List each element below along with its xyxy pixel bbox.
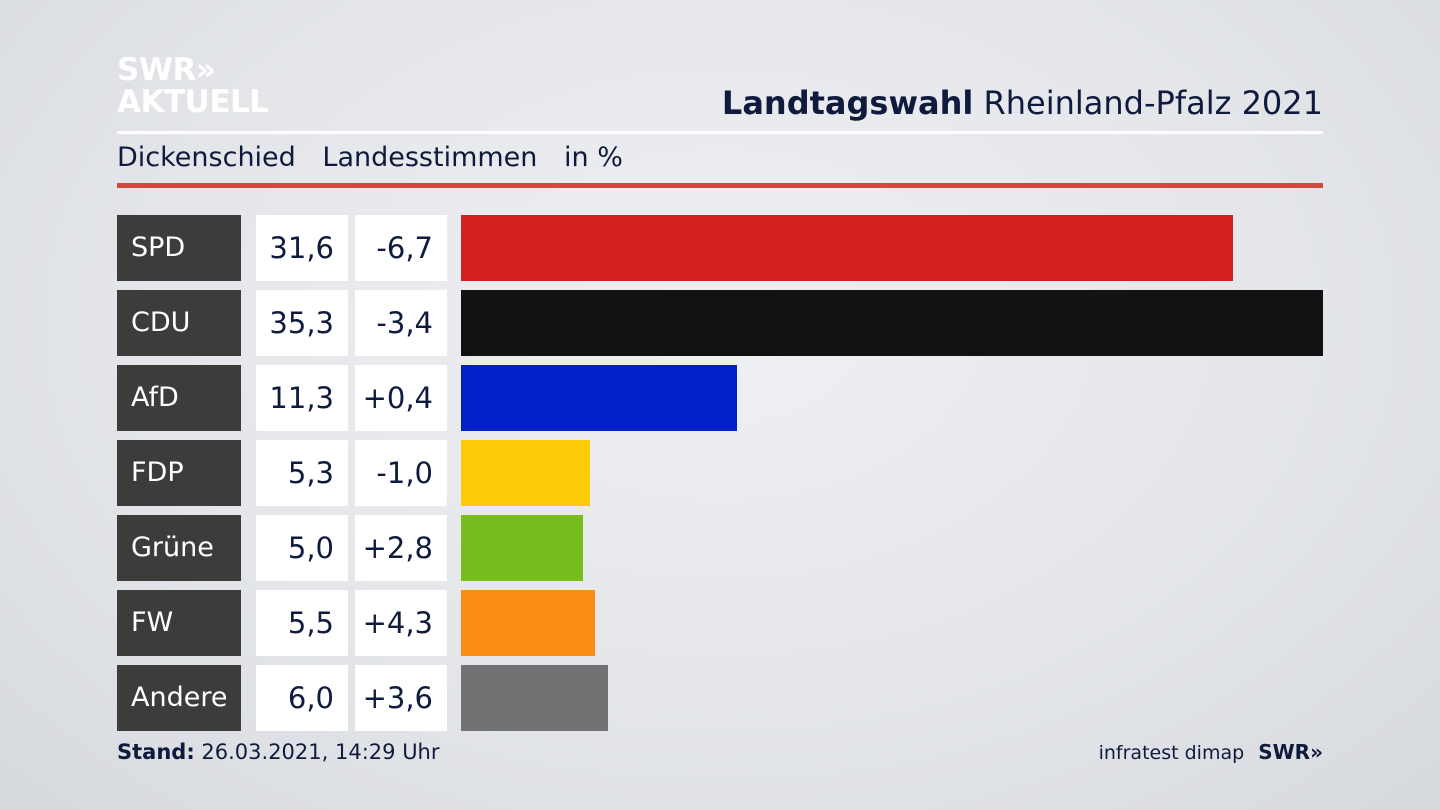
vote-share-label: 31,6 [256,215,348,281]
title-bold: Landtagswahl [721,84,974,122]
chart-subtitle: Dickenschied Landesstimmen in % [117,142,641,173]
vote-share-label: 6,0 [256,665,348,731]
source-credit: infratest dimap SWR» [1099,740,1323,764]
bar [461,665,608,731]
bar [461,290,1323,356]
vote-share-label: 11,3 [256,365,348,431]
party-label: FW [117,590,241,656]
chart-row: FDP 5,3 -1,0 [117,440,1323,506]
chart-row: CDU 35,3 -3,4 [117,290,1323,356]
change-label: +0,4 [355,365,447,431]
change-label: -1,0 [355,440,447,506]
change-label: -6,7 [355,215,447,281]
vote-share-label: 35,3 [256,290,348,356]
vote-share-label: 5,5 [256,590,348,656]
logo-line-2: AKTUELL [117,84,269,120]
change-label: +3,6 [355,665,447,731]
party-label: SPD [117,215,241,281]
chart-title: Landtagswahl Rheinland-Pfalz 2021 [722,84,1323,122]
subtitle-kind: Landesstimmen [322,142,538,173]
title-rest: Rheinland-Pfalz 2021 [983,84,1323,122]
bar [461,215,1233,281]
stand-label: Stand: [117,740,195,764]
party-label: Grüne [117,515,241,581]
chart-row: SPD 31,6 -6,7 [117,215,1323,281]
stand-value: 26.03.2021, 14:29 Uhr [201,740,440,764]
subtitle-place: Dickenschied [117,142,296,173]
change-label: +4,3 [355,590,447,656]
vote-share-label: 5,0 [256,515,348,581]
bar [461,515,583,581]
party-label: FDP [117,440,241,506]
chart-row: Grüne 5,0 +2,8 [117,515,1323,581]
bar [461,590,595,656]
bar [461,365,737,431]
header-divider [117,131,1323,134]
subtitle-unit: in % [564,142,623,173]
change-label: -3,4 [355,290,447,356]
chart-row: AfD 11,3 +0,4 [117,365,1323,431]
chart-row: Andere 6,0 +3,6 [117,665,1323,731]
party-label: Andere [117,665,241,731]
vote-share-label: 5,3 [256,440,348,506]
swr-aktuell-logo: SWR» AKTUELL [117,54,269,118]
bar [461,440,590,506]
change-label: +2,8 [355,515,447,581]
accent-divider [117,183,1323,188]
swr-brand: SWR» [1258,740,1323,764]
timestamp: Stand: 26.03.2021, 14:29 Uhr [117,740,440,764]
chart-row: FW 5,5 +4,3 [117,590,1323,656]
source-text: infratest dimap [1098,742,1245,764]
party-label: AfD [117,365,241,431]
party-label: CDU [117,290,241,356]
logo-line-1: SWR» [117,52,216,88]
